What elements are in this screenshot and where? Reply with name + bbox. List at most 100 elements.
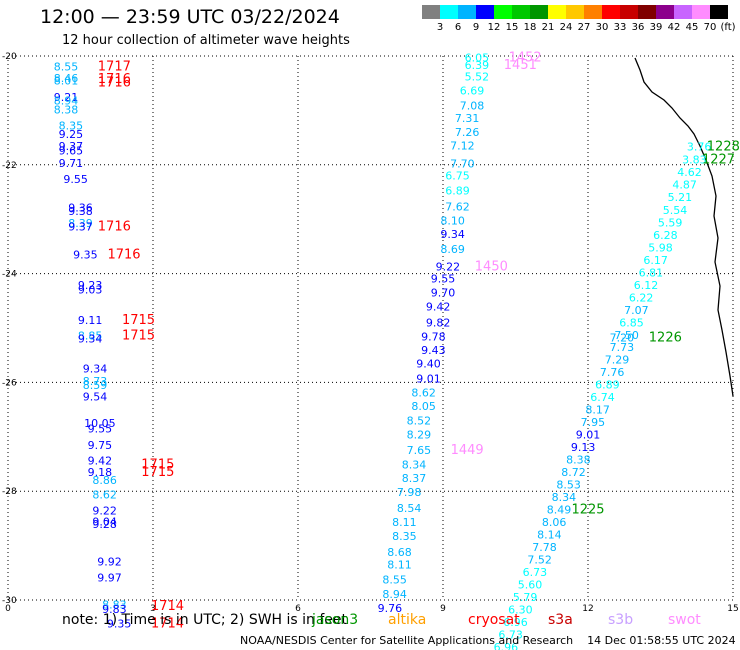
wave-height-label: 9.25 (59, 128, 84, 141)
wave-height-label: 9.21 (54, 91, 79, 104)
y-tick-label: -30 (2, 596, 17, 606)
scale-swatch (458, 5, 476, 19)
wave-height-label: 8.83 (102, 599, 127, 612)
wave-height-label: 9.34 (83, 363, 108, 376)
legend-item-cryosat: cryosat (468, 612, 520, 628)
pass-time-label: 1450 (475, 259, 508, 274)
wave-height-label: 9.70 (431, 286, 456, 299)
wave-height-label: 7.26 (455, 126, 480, 139)
wave-height-label: 8.69 (440, 243, 465, 256)
pass-time-label: 1715 (122, 328, 155, 343)
wave-height-label: 9.22 (92, 505, 117, 518)
wave-height-label: 9.55 (63, 173, 88, 186)
x-tick-label: 9 (440, 604, 446, 614)
wave-height-label: 6.69 (460, 85, 485, 98)
wave-height-label: 8.62 (92, 488, 117, 501)
wave-height-label: 7.07 (624, 304, 649, 317)
wave-height-label: 9.55 (88, 422, 113, 435)
wave-height-label: 6.05 (465, 51, 490, 64)
wave-height-label: 6.75 (445, 169, 470, 182)
wave-height-label: 8.52 (407, 414, 432, 427)
wave-height-label: 7.73 (610, 341, 635, 354)
wave-height-label: 9.76 (378, 602, 403, 615)
pass-time-label: 1225 (571, 503, 604, 518)
wave-height-label: 9.40 (416, 358, 441, 371)
y-tick-label: -28 (2, 487, 17, 497)
wave-height-label: 5.52 (465, 70, 490, 83)
wave-height-label: 6.96 (503, 616, 528, 629)
wave-height-label: 9.75 (88, 439, 113, 452)
wave-height-label: 8.10 (440, 215, 465, 228)
scale-swatch (710, 5, 728, 19)
wave-height-label: 8.11 (387, 558, 412, 571)
pass-time-label: 1715 (141, 465, 174, 480)
wave-height-label: 6.22 (629, 291, 654, 304)
scale-swatch (584, 5, 602, 19)
wave-height-label: 9.55 (431, 272, 456, 285)
wave-height-label: 9.82 (426, 316, 451, 329)
wave-height-label: 6.39 (465, 59, 490, 72)
wave-height-label: 9.42 (426, 301, 451, 314)
wave-height-label: 4.87 (672, 179, 697, 192)
wave-height-label: 9.71 (59, 157, 84, 170)
wave-height-label: 7.65 (407, 444, 432, 457)
scale-swatch (548, 5, 566, 19)
color-scale-bar (422, 5, 728, 19)
wave-height-label: 6.96 (494, 641, 519, 650)
wave-height-label: 7.76 (600, 366, 625, 379)
wave-height-label: 9.23 (78, 279, 103, 292)
scale-swatch (512, 5, 530, 19)
scale-label: 39 (649, 22, 663, 33)
scale-label: 9 (472, 22, 480, 33)
wave-height-label: 5.98 (648, 241, 673, 254)
wave-height-label: 9.11 (78, 314, 103, 327)
wave-height-label: 6.73 (498, 629, 523, 642)
y-tick-label: -22 (2, 161, 17, 171)
wave-height-label: 8.14 (537, 529, 562, 542)
scale-swatch (494, 5, 512, 19)
wave-height-label: 9.04 (92, 515, 117, 528)
scale-label: 21 (541, 22, 555, 33)
wave-height-label: 8.68 (387, 546, 412, 559)
legend-item-swot: swot (668, 612, 701, 628)
pass-time-label: 1714 (151, 617, 184, 632)
scale-label: 12 (487, 22, 501, 33)
pass-time-label: 1714 (151, 599, 184, 614)
wave-height-label: 6.81 (639, 266, 664, 279)
wave-height-label: 9.37 (68, 221, 93, 234)
wave-height-label: 3.83 (682, 154, 707, 167)
wave-height-label: 7.95 (581, 416, 606, 429)
wave-height-label: 8.11 (392, 516, 417, 529)
wave-height-label: 5.60 (518, 579, 543, 592)
wave-height-label: 8.01 (54, 74, 79, 87)
wave-height-label: 9.65 (59, 144, 84, 157)
x-tick-label: 3 (150, 604, 156, 614)
scale-label: 45 (685, 22, 699, 33)
wave-height-label: 6.73 (523, 566, 548, 579)
wave-height-label: 6.89 (595, 378, 620, 391)
wave-height-label: 8.38 (566, 453, 591, 466)
scale-swatch (656, 5, 674, 19)
scale-swatch (638, 5, 656, 19)
pass-time-label: 1227 (702, 153, 735, 168)
wave-height-label: 7.12 (450, 140, 475, 153)
wave-height-label: 5.54 (663, 204, 688, 217)
wave-height-label: 9.35 (73, 248, 98, 261)
wave-height-label: 7.78 (532, 541, 557, 554)
wave-height-label: 8.06 (542, 516, 567, 529)
wave-height-label: 7.70 (450, 158, 475, 171)
wave-height-label: 9.01 (416, 372, 441, 385)
wave-height-label: 8.55 (54, 61, 79, 74)
wave-height-label: 7.62 (445, 200, 470, 213)
wave-height-label: 5.79 (513, 591, 538, 604)
wave-height-label: 9.54 (83, 390, 108, 403)
wave-height-label: 9.36 (68, 202, 93, 215)
wave-height-label: 10.05 (84, 417, 116, 430)
wave-height-label: 9.13 (571, 441, 596, 454)
wave-height-label: 8.59 (83, 379, 108, 392)
scale-label: 70 (703, 22, 717, 33)
wave-height-label: 8.46 (54, 72, 79, 85)
pass-time-label: 1228 (707, 140, 740, 155)
wave-height-label: 5.59 (658, 216, 683, 229)
